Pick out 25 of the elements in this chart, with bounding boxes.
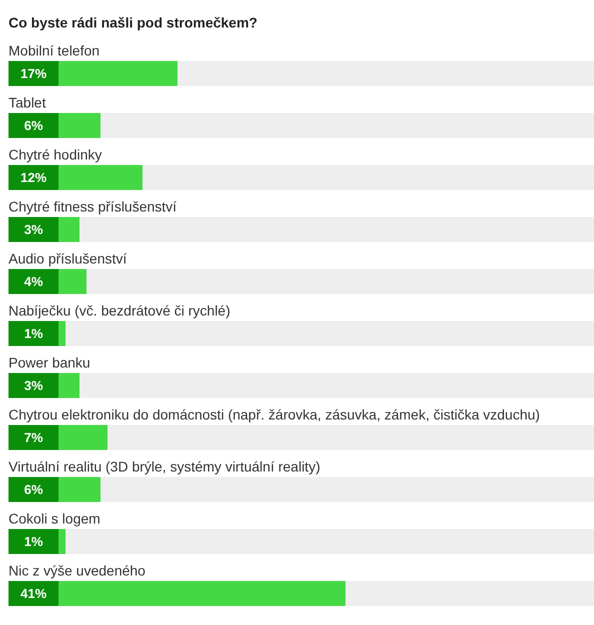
bar: [58, 321, 66, 346]
y-tick-label: Mobilní telefon: [8, 42, 100, 58]
data-label: 3%: [24, 378, 44, 393]
data-label: 12%: [20, 170, 47, 185]
data-label: 6%: [24, 118, 44, 133]
y-tick-label: Power banku: [8, 354, 90, 370]
data-label: 6%: [24, 482, 44, 497]
y-tick-label: Chytré fitness příslušenství: [8, 198, 177, 214]
data-label: 7%: [24, 430, 44, 445]
y-tick-label: Nic z výše uvedeného: [8, 562, 146, 578]
bar: [58, 529, 66, 554]
y-tick-label: Tablet: [8, 94, 46, 110]
data-label: 3%: [24, 222, 44, 237]
y-tick-label: Audio příslušenství: [8, 250, 127, 266]
data-label: 1%: [24, 326, 44, 341]
y-tick-label: Nabíječku (vč. bezdrátové či rychlé): [8, 302, 230, 318]
data-label: 41%: [20, 586, 47, 601]
y-tick-label: Chytrou elektroniku do domácnosti (např. žárovka, zásuvka, zámek, čistička vzduchu): [8, 406, 540, 422]
y-tick-label: Virtuální realitu (3D brýle, systémy virtuální reality): [8, 458, 320, 474]
data-label: 1%: [24, 534, 44, 549]
chart-title: Co byste rádi našli pod stromečkem?: [8, 14, 258, 30]
data-label: 17%: [20, 66, 47, 81]
data-label: 4%: [24, 274, 44, 289]
y-tick-label: Chytré hodinky: [8, 146, 102, 162]
y-tick-label: Cokoli s logem: [8, 510, 100, 526]
